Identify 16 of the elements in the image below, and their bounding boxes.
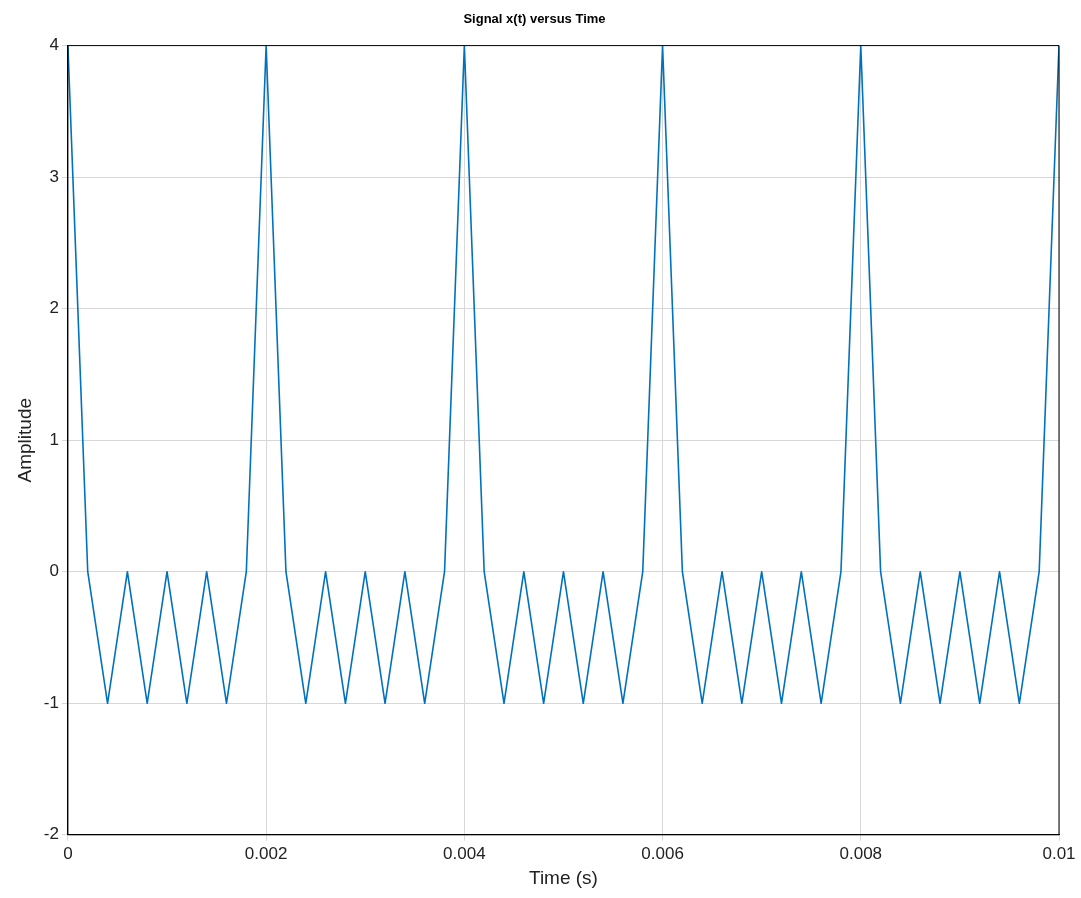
chart-title: Signal x(t) versus Time bbox=[463, 11, 606, 27]
y-tick-label: -2 bbox=[43, 824, 59, 844]
x-tick-label: 0 bbox=[63, 843, 73, 863]
x-tick-label: 0.006 bbox=[641, 843, 684, 863]
y-tick-label: 0 bbox=[49, 561, 59, 581]
y-tick-label: -1 bbox=[43, 692, 59, 712]
x-tick-label: 0.008 bbox=[839, 843, 883, 863]
y-tick-label: 3 bbox=[49, 166, 59, 186]
y-tick-label: 4 bbox=[49, 35, 59, 55]
x-tick-label: 0.004 bbox=[443, 843, 486, 863]
y-axis-title: Amplitude bbox=[13, 397, 35, 483]
x-tick-label: 0.002 bbox=[244, 843, 288, 863]
y-tick-label: 2 bbox=[49, 298, 59, 318]
y-tick-label: 1 bbox=[49, 429, 59, 449]
x-tick-label: 0.01 bbox=[1042, 843, 1076, 863]
x-axis-title: Time (s) bbox=[528, 866, 598, 888]
